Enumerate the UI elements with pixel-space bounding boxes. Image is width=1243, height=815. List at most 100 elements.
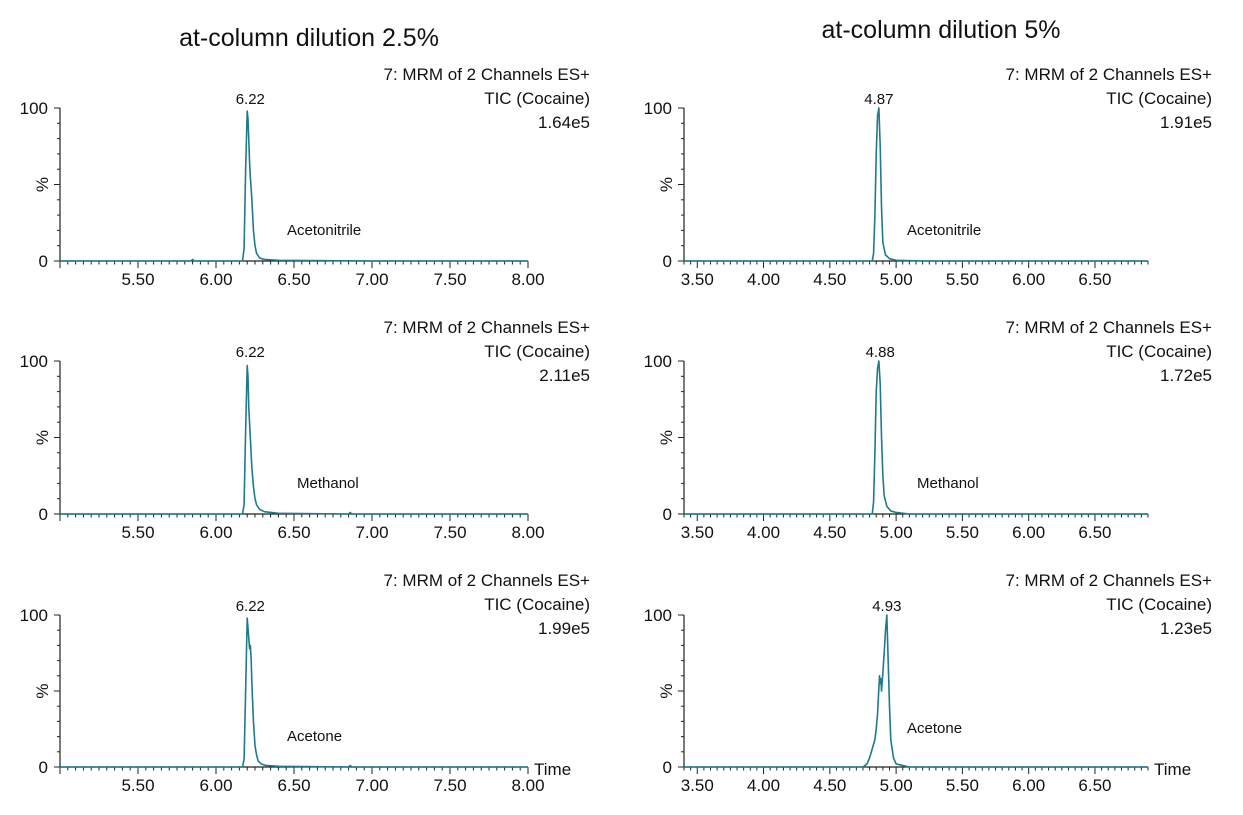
header-channel: 7: MRM of 2 Channels ES+ bbox=[1006, 318, 1213, 337]
y-tick-label-0: 0 bbox=[39, 252, 48, 271]
x-tick-label: 6.50 bbox=[1078, 776, 1111, 795]
x-tick-label: 7.00 bbox=[355, 523, 388, 542]
x-axis-label-time: Time bbox=[534, 760, 571, 779]
x-tick-label: 6.00 bbox=[1012, 523, 1045, 542]
y-axis-label-percent: % bbox=[657, 683, 676, 698]
x-tick-label: 7.50 bbox=[433, 776, 466, 795]
y-axis-label-percent: % bbox=[33, 177, 52, 192]
header-channel: 7: MRM of 2 Channels ES+ bbox=[384, 65, 591, 84]
x-tick-label: 3.50 bbox=[681, 776, 714, 795]
header-intensity: 2.11e5 bbox=[539, 366, 590, 385]
chromatogram-panel: 7: MRM of 2 Channels ES+ TIC (Cocaine) 1.9… bbox=[20, 571, 590, 795]
header-channel: 7: MRM of 2 Channels ES+ bbox=[384, 318, 591, 337]
header-trace: TIC (Cocaine) bbox=[1106, 342, 1212, 361]
peak-label: 4.87 bbox=[864, 91, 893, 108]
panels-group: 7: MRM of 2 Channels ES+ TIC (Cocaine) 1.6… bbox=[20, 65, 1212, 795]
x-tick-label: 5.00 bbox=[880, 776, 913, 795]
solvent-label: Acetone bbox=[287, 728, 342, 745]
x-tick-label: 4.00 bbox=[747, 776, 780, 795]
y-tick-label-0: 0 bbox=[663, 758, 672, 777]
x-tick-label: 5.50 bbox=[946, 270, 979, 289]
chromatogram-trace bbox=[684, 614, 1148, 768]
x-tick-label: 7.00 bbox=[355, 776, 388, 795]
x-tick-label: 6.00 bbox=[199, 270, 232, 289]
x-tick-label: 6.50 bbox=[277, 776, 310, 795]
header-channel: 7: MRM of 2 Channels ES+ bbox=[1006, 571, 1213, 590]
y-axis-label-percent: % bbox=[657, 177, 676, 192]
header-intensity: 1.64e5 bbox=[538, 113, 590, 132]
x-tick-label: 7.50 bbox=[433, 270, 466, 289]
x-tick-label: 4.00 bbox=[747, 523, 780, 542]
y-tick-label-0: 0 bbox=[663, 252, 672, 271]
x-tick-label: 6.00 bbox=[1012, 270, 1045, 289]
x-tick-label: 6.00 bbox=[1012, 776, 1045, 795]
solvent-label: Acetone bbox=[907, 720, 962, 737]
header-trace: TIC (Cocaine) bbox=[1106, 595, 1212, 614]
y-tick-label-100: 100 bbox=[20, 352, 48, 371]
solvent-label: Methanol bbox=[297, 475, 359, 492]
y-axis-label-percent: % bbox=[657, 430, 676, 445]
column-title-left: at-column dilution 2.5% bbox=[179, 24, 439, 52]
x-tick-label: 6.50 bbox=[1078, 523, 1111, 542]
peak-label: 6.22 bbox=[236, 344, 265, 361]
chromatogram-panel: 7: MRM of 2 Channels ES+ TIC (Cocaine) 1.9… bbox=[644, 65, 1212, 289]
x-axis-label-time: Time bbox=[1154, 760, 1191, 779]
y-tick-label-100: 100 bbox=[644, 352, 672, 371]
x-tick-label: 6.00 bbox=[199, 523, 232, 542]
y-tick-label-0: 0 bbox=[663, 505, 672, 524]
x-tick-label: 3.50 bbox=[681, 270, 714, 289]
peak-label: 4.88 bbox=[866, 344, 895, 361]
header-trace: TIC (Cocaine) bbox=[484, 595, 590, 614]
chromatogram-panel: 7: MRM of 2 Channels ES+ TIC (Cocaine) 1.7… bbox=[644, 318, 1212, 542]
chromatogram-trace bbox=[60, 617, 528, 768]
x-tick-label: 6.00 bbox=[199, 776, 232, 795]
y-tick-label-100: 100 bbox=[644, 99, 672, 118]
header-intensity: 1.23e5 bbox=[1160, 619, 1212, 638]
header-channel: 7: MRM of 2 Channels ES+ bbox=[1006, 65, 1213, 84]
x-tick-label: 5.50 bbox=[946, 776, 979, 795]
chromatogram-trace bbox=[684, 107, 1148, 262]
header-channel: 7: MRM of 2 Channels ES+ bbox=[384, 571, 591, 590]
chromatogram-trace bbox=[60, 364, 528, 515]
header-intensity: 1.72e5 bbox=[1160, 366, 1212, 385]
x-tick-label: 8.00 bbox=[511, 776, 544, 795]
header-intensity: 1.91e5 bbox=[1160, 113, 1212, 132]
x-tick-label: 6.50 bbox=[1078, 270, 1111, 289]
chromatogram-trace bbox=[684, 360, 1148, 515]
y-tick-label-100: 100 bbox=[644, 606, 672, 625]
solvent-label: Acetonitrile bbox=[287, 222, 361, 239]
y-axis-label-percent: % bbox=[33, 430, 52, 445]
peak-label: 4.93 bbox=[872, 598, 901, 615]
x-tick-label: 7.50 bbox=[433, 523, 466, 542]
x-tick-label: 4.50 bbox=[813, 523, 846, 542]
x-tick-label: 7.00 bbox=[355, 270, 388, 289]
x-tick-label: 5.50 bbox=[121, 776, 154, 795]
y-axis-label-percent: % bbox=[33, 683, 52, 698]
x-tick-label: 3.50 bbox=[681, 523, 714, 542]
header-intensity: 1.99e5 bbox=[538, 619, 590, 638]
x-tick-label: 6.50 bbox=[277, 270, 310, 289]
chromatogram-trace bbox=[60, 110, 528, 262]
y-tick-label-0: 0 bbox=[39, 758, 48, 777]
x-tick-label: 5.00 bbox=[880, 270, 913, 289]
x-tick-label: 4.50 bbox=[813, 776, 846, 795]
header-trace: TIC (Cocaine) bbox=[1106, 89, 1212, 108]
solvent-label: Acetonitrile bbox=[907, 222, 981, 239]
y-tick-label-100: 100 bbox=[20, 99, 48, 118]
header-trace: TIC (Cocaine) bbox=[484, 89, 590, 108]
x-tick-label: 8.00 bbox=[511, 523, 544, 542]
column-title-right: at-column dilution 5% bbox=[821, 16, 1060, 44]
header-trace: TIC (Cocaine) bbox=[484, 342, 590, 361]
y-tick-label-100: 100 bbox=[20, 606, 48, 625]
peak-label: 6.22 bbox=[236, 598, 265, 615]
x-tick-label: 5.50 bbox=[946, 523, 979, 542]
x-tick-label: 4.00 bbox=[747, 270, 780, 289]
peak-label: 6.22 bbox=[236, 91, 265, 108]
chromatogram-panel: 7: MRM of 2 Channels ES+ TIC (Cocaine) 1.6… bbox=[20, 65, 590, 289]
y-tick-label-0: 0 bbox=[39, 505, 48, 524]
chromatogram-panel: 7: MRM of 2 Channels ES+ TIC (Cocaine) 1.2… bbox=[644, 571, 1212, 795]
x-tick-label: 5.50 bbox=[121, 523, 154, 542]
chromatogram-panel: 7: MRM of 2 Channels ES+ TIC (Cocaine) 2.1… bbox=[20, 318, 590, 542]
x-tick-label: 8.00 bbox=[511, 270, 544, 289]
